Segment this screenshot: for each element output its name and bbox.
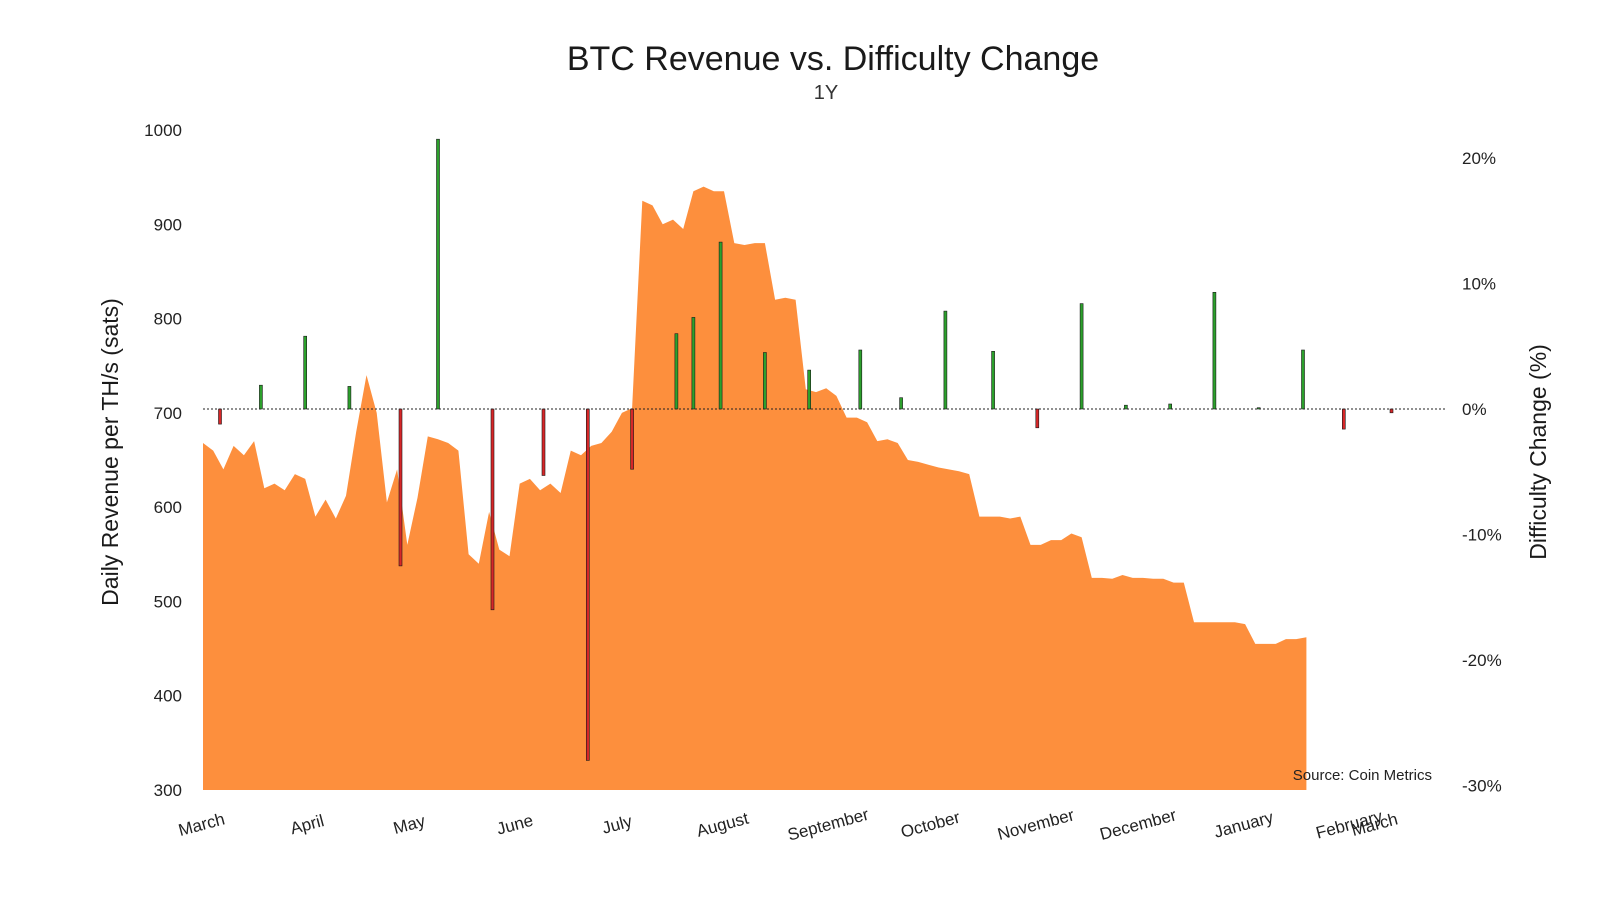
difficulty-bar xyxy=(807,369,812,410)
month-label: December xyxy=(1098,805,1179,844)
left-tick-label: 900 xyxy=(154,215,182,234)
month-label: January xyxy=(1212,808,1276,842)
right-tick-label: -10% xyxy=(1462,526,1502,545)
month-label: June xyxy=(495,811,536,839)
difficulty-bar xyxy=(991,350,995,410)
difficulty-bar xyxy=(218,408,222,425)
difficulty-bar xyxy=(943,310,948,410)
month-label: July xyxy=(600,811,635,837)
right-axis-label: Difficulty Change (%) xyxy=(1525,344,1551,560)
month-label: March xyxy=(176,809,227,840)
left-tick-label: 400 xyxy=(154,687,182,706)
right-tick-label: 20% xyxy=(1462,149,1496,168)
difficulty-bar-layer xyxy=(218,138,1394,761)
left-axis-label: Daily Revenue per TH/s (sats) xyxy=(97,298,123,606)
difficulty-bar xyxy=(1212,291,1217,410)
left-tick-label: 300 xyxy=(154,781,182,800)
difficulty-bar xyxy=(303,335,308,410)
difficulty-bar xyxy=(1342,408,1346,430)
right-tick-label: -30% xyxy=(1462,777,1502,796)
chart-subtitle: 1Y xyxy=(814,82,838,104)
difficulty-bar xyxy=(630,408,634,470)
left-tick-label: 500 xyxy=(154,592,182,611)
difficulty-bar xyxy=(691,317,696,410)
chart-title: BTC Revenue vs. Difficulty Change xyxy=(567,40,1099,78)
month-label: August xyxy=(695,809,751,841)
difficulty-bar xyxy=(1301,349,1305,410)
month-label: September xyxy=(786,805,872,845)
difficulty-bar xyxy=(585,408,590,761)
difficulty-bar xyxy=(347,386,352,410)
difficulty-bar xyxy=(718,241,723,410)
right-tick-label: -20% xyxy=(1462,651,1502,670)
right-axis-ticks: 20% 10% 0% -10% -20% -30% xyxy=(1462,149,1502,796)
left-tick-label: 600 xyxy=(154,498,182,517)
difficulty-bar xyxy=(763,352,767,410)
revenue-area xyxy=(203,186,1307,791)
source-label: Source: Coin Metrics xyxy=(1293,767,1432,784)
difficulty-bar xyxy=(259,384,263,410)
difficulty-bar xyxy=(1035,408,1040,429)
month-label: April xyxy=(288,811,326,838)
left-axis-ticks: 1000 900 800 700 600 500 400 300 xyxy=(144,121,182,800)
x-axis-month-labels: March April May June July August September Octo… xyxy=(176,805,1400,845)
left-tick-label: 800 xyxy=(154,310,182,329)
month-label: November xyxy=(996,805,1077,844)
difficulty-bar xyxy=(1124,404,1128,410)
difficulty-bar xyxy=(1389,408,1394,414)
difficulty-bar xyxy=(1168,403,1172,410)
revenue-area-layer xyxy=(203,186,1307,791)
difficulty-bar xyxy=(674,333,679,410)
right-tick-label: 10% xyxy=(1462,275,1496,294)
month-label: October xyxy=(899,808,963,842)
difficulty-bar xyxy=(541,408,546,476)
right-tick-label: 0% xyxy=(1462,400,1487,419)
difficulty-bar xyxy=(1256,407,1261,410)
left-tick-label: 700 xyxy=(154,404,182,423)
difficulty-bar xyxy=(899,397,903,410)
difficulty-bar xyxy=(490,408,495,611)
difficulty-bar xyxy=(436,138,440,410)
difficulty-bar xyxy=(1079,303,1084,410)
difficulty-bar xyxy=(858,349,863,410)
difficulty-bar xyxy=(398,408,403,567)
left-tick-label: 1000 xyxy=(144,121,182,140)
month-label: May xyxy=(391,811,427,838)
